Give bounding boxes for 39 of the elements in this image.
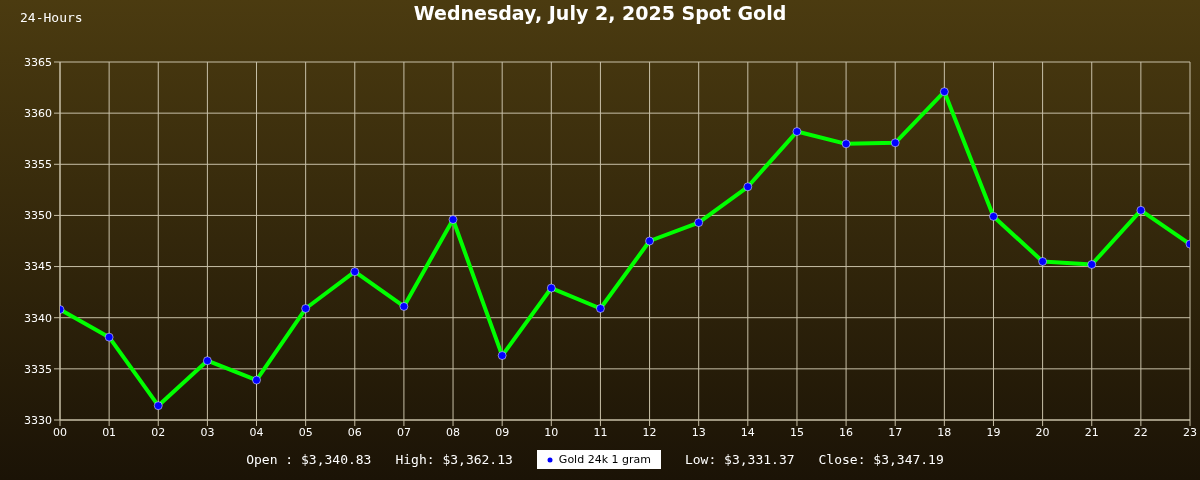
text: Gold 24k 1 gram xyxy=(536,450,661,469)
text: Close: $3,347.19 xyxy=(818,452,944,467)
x-tick-label: 05 xyxy=(298,425,313,439)
x-tick-label: 15 xyxy=(789,425,804,439)
chart-title: Wednesday, July 2, 2025 Spot Gold xyxy=(413,2,787,24)
y-tick-label: 3360 xyxy=(24,107,52,121)
x-tick-label: 02 xyxy=(151,425,166,439)
y-tick-label: 3335 xyxy=(24,362,52,376)
x-tick-label: 08 xyxy=(446,425,461,439)
x-tick-label: 07 xyxy=(396,425,411,439)
x-tick-label: 13 xyxy=(691,425,706,439)
x-tick-label: 20 xyxy=(1035,425,1050,439)
y-tick-label: 3350 xyxy=(24,209,52,223)
text: 24-Hours xyxy=(20,10,83,25)
x-tick-label: 11 xyxy=(593,425,608,439)
x-tick-label: 10 xyxy=(544,425,559,439)
y-tick-label: 3340 xyxy=(24,311,52,325)
y-tick-label: 3355 xyxy=(24,158,52,172)
x-tick-label: 21 xyxy=(1084,425,1099,439)
x-tick-label: 04 xyxy=(249,425,264,439)
x-tick-label: 12 xyxy=(642,425,657,439)
x-tick-label: 09 xyxy=(495,425,510,439)
x-tick-label: 00 xyxy=(53,425,67,439)
y-tick-label: 3345 xyxy=(24,260,52,274)
text: High: $3,362.13 xyxy=(395,452,513,467)
x-tick-label: 18 xyxy=(937,425,952,439)
x-tick-label: 19 xyxy=(986,425,1001,439)
text: Open : $3,340.83 xyxy=(246,452,372,467)
x-tick-label: 17 xyxy=(888,425,903,439)
x-tick-label: 23 xyxy=(1183,425,1197,439)
y-tick-label: 3365 xyxy=(24,55,52,69)
x-tick-label: 06 xyxy=(347,425,362,439)
x-tick-label: 16 xyxy=(839,425,854,439)
x-tick-label: 01 xyxy=(102,425,117,439)
x-tick-label: 03 xyxy=(200,425,215,439)
x-tick-label: 14 xyxy=(740,425,755,439)
y-tick-label: 3330 xyxy=(24,413,52,427)
x-tick-label: 22 xyxy=(1133,425,1148,439)
text: Low: $3,331.37 xyxy=(684,452,795,467)
